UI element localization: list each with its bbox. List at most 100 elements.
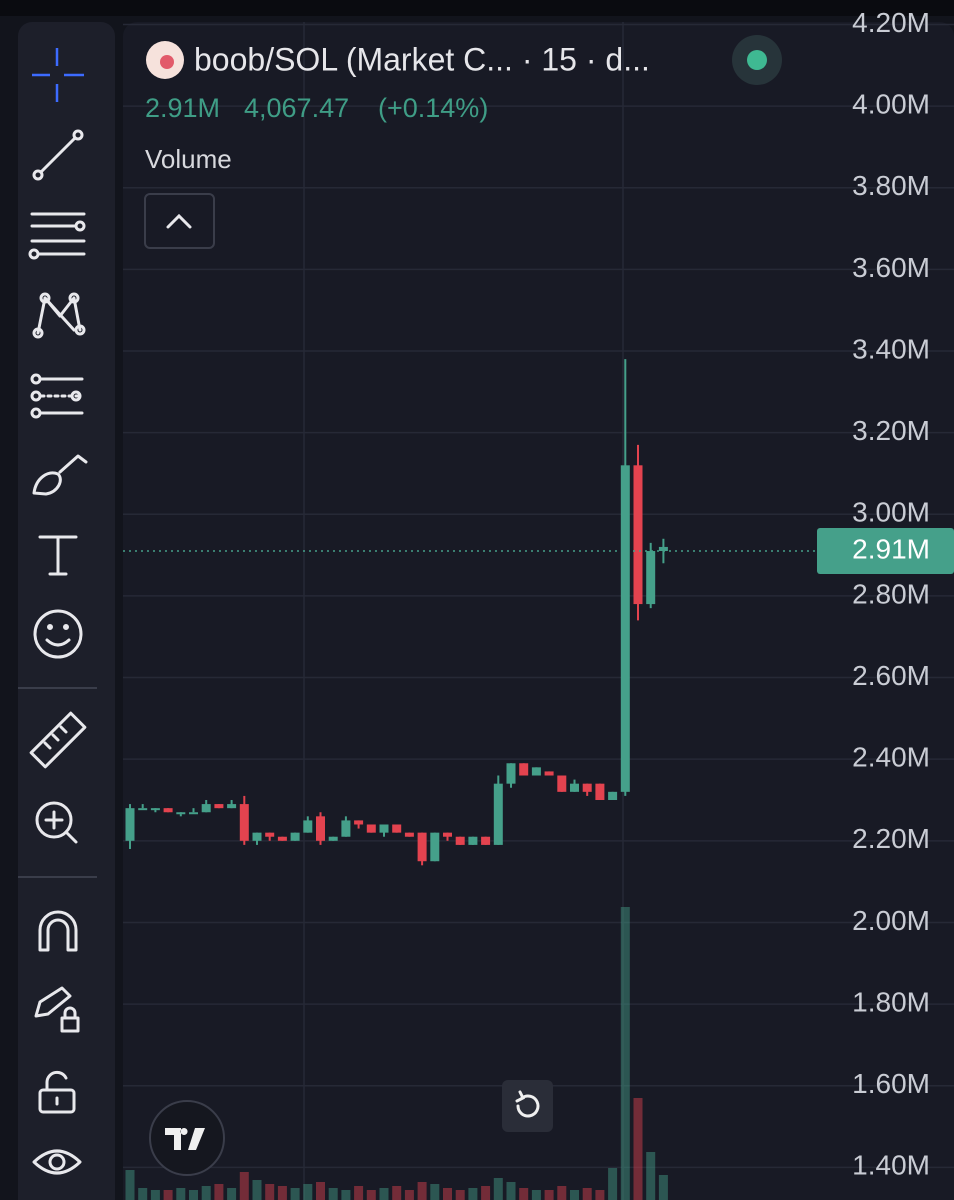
candle-body bbox=[176, 812, 186, 815]
tool-text[interactable] bbox=[38, 535, 78, 576]
volume-bar bbox=[316, 1182, 325, 1200]
volume-bar bbox=[189, 1190, 198, 1200]
volume-bar bbox=[544, 1190, 554, 1200]
volume-bar bbox=[595, 1190, 605, 1200]
status-indicator bbox=[732, 35, 782, 85]
volume-bar bbox=[443, 1188, 452, 1200]
candle-body bbox=[430, 832, 440, 862]
volume-bar bbox=[214, 1184, 224, 1200]
volume-bar bbox=[620, 907, 630, 1200]
candle-body bbox=[341, 820, 351, 837]
volume-bar bbox=[303, 1184, 313, 1200]
y-tick-label: 3.20M bbox=[852, 415, 930, 446]
tool-trend-line[interactable] bbox=[32, 129, 84, 181]
candle-body bbox=[595, 783, 605, 800]
candle-body bbox=[620, 465, 630, 792]
tool-pattern[interactable] bbox=[32, 292, 86, 339]
y-tick-label: 1.40M bbox=[852, 1150, 930, 1181]
last-price: 2.91M bbox=[145, 93, 220, 123]
volume-bar bbox=[150, 1190, 160, 1200]
volume-bar bbox=[138, 1188, 148, 1200]
candle-body bbox=[316, 816, 325, 841]
candle-body bbox=[544, 771, 554, 776]
candle-body bbox=[163, 808, 173, 813]
tool-ruler[interactable] bbox=[29, 711, 87, 769]
candle-body bbox=[366, 824, 376, 833]
y-tick-label: 2.80M bbox=[852, 578, 930, 609]
tool-lock-drawings[interactable] bbox=[34, 986, 80, 1033]
tool-brush[interactable] bbox=[32, 454, 88, 496]
y-tick-label: 1.60M bbox=[852, 1068, 930, 1099]
volume-bar bbox=[570, 1190, 579, 1200]
tool-lock[interactable] bbox=[38, 1070, 76, 1114]
candle-body bbox=[379, 824, 389, 833]
candle-body bbox=[443, 832, 452, 837]
tool-emoji[interactable] bbox=[33, 609, 83, 659]
candle-body bbox=[328, 836, 338, 841]
tool-crosshair[interactable] bbox=[32, 48, 84, 102]
volume-bar bbox=[277, 1186, 287, 1200]
y-tick-label: 2.60M bbox=[852, 660, 930, 691]
volume-bar bbox=[658, 1175, 668, 1200]
candle-body bbox=[138, 808, 148, 811]
y-tick-label: 1.80M bbox=[852, 986, 930, 1017]
price-change: 4,067.47 bbox=[244, 93, 349, 123]
candle-body bbox=[570, 783, 579, 792]
volume-bar bbox=[227, 1188, 237, 1200]
y-tick-label: 3.00M bbox=[852, 497, 930, 528]
volume-bar bbox=[163, 1190, 173, 1200]
symbol-title[interactable]: boob/SOL (Market C... · 15 · d... bbox=[194, 41, 650, 77]
volume-bar bbox=[633, 1098, 643, 1200]
y-tick-label: 2.00M bbox=[852, 905, 930, 936]
candle-body bbox=[354, 820, 364, 825]
symbol-avatar[interactable] bbox=[146, 41, 184, 79]
candle-body bbox=[531, 767, 541, 776]
volume-bar bbox=[328, 1188, 338, 1200]
candle-body bbox=[277, 836, 287, 841]
volume-bar bbox=[366, 1190, 376, 1200]
tool-forecast[interactable] bbox=[30, 373, 84, 419]
volume-bar bbox=[404, 1190, 414, 1200]
volume-bar bbox=[493, 1178, 503, 1200]
reset-button[interactable] bbox=[502, 1080, 553, 1132]
last-price-label: 2.91M bbox=[852, 533, 930, 564]
y-tick-label: 2.20M bbox=[852, 823, 930, 854]
volume-bar bbox=[646, 1152, 656, 1200]
volume-bar bbox=[481, 1186, 491, 1200]
y-tick-label: 4.00M bbox=[852, 89, 930, 120]
candle-body bbox=[252, 832, 262, 841]
volume-bar bbox=[341, 1190, 351, 1200]
tool-zoom[interactable] bbox=[35, 801, 78, 844]
tool-fib[interactable] bbox=[28, 212, 86, 260]
volume-bar bbox=[379, 1188, 389, 1200]
candle-body bbox=[227, 804, 237, 809]
volume-bar bbox=[582, 1188, 592, 1200]
indicator-label[interactable]: Volume bbox=[145, 144, 232, 174]
candle-body bbox=[189, 812, 198, 815]
volume-bar bbox=[201, 1186, 211, 1200]
price-change-percent: (+0.14%) bbox=[378, 93, 488, 123]
volume-bar bbox=[290, 1188, 300, 1200]
candle-body bbox=[417, 832, 427, 862]
tool-visibility[interactable] bbox=[32, 1149, 82, 1175]
volume-bar bbox=[252, 1180, 262, 1200]
tradingview-logo[interactable] bbox=[149, 1100, 225, 1176]
candle-body bbox=[239, 804, 249, 841]
candle-body bbox=[608, 791, 618, 800]
y-tick-label: 3.60M bbox=[852, 252, 930, 283]
volume-bar bbox=[176, 1188, 186, 1200]
y-tick-label: 2.40M bbox=[852, 742, 930, 773]
collapse-button[interactable] bbox=[144, 193, 215, 249]
volume-bar bbox=[417, 1182, 427, 1200]
volume-bar bbox=[125, 1170, 135, 1200]
candle-body bbox=[633, 465, 643, 605]
y-tick-label: 3.80M bbox=[852, 170, 930, 201]
candle-body bbox=[493, 783, 503, 845]
candle-body bbox=[481, 836, 491, 845]
tool-magnet[interactable] bbox=[38, 910, 78, 952]
candle-body bbox=[455, 836, 465, 845]
y-tick-label: 3.40M bbox=[852, 333, 930, 364]
candle-body bbox=[201, 804, 211, 813]
candle-body bbox=[214, 804, 224, 809]
candle-body bbox=[303, 820, 313, 833]
